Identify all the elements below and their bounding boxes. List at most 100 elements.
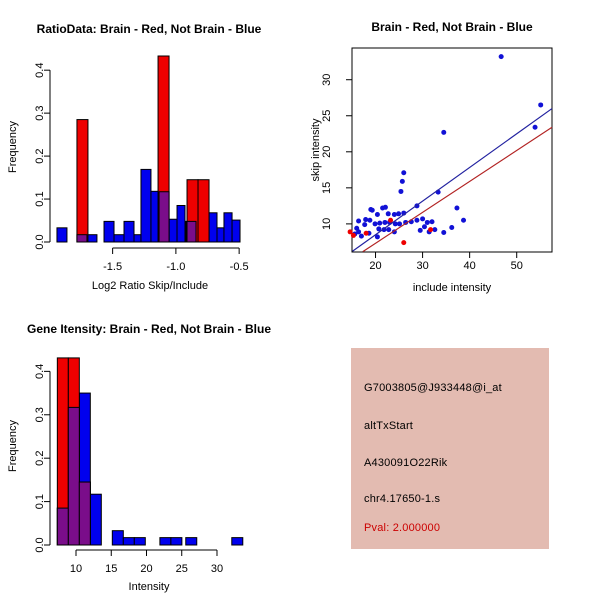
data-point [401,240,407,246]
data-point [347,229,353,235]
data-point [363,217,369,223]
ratio-hist-plot-area: 0.0 0.1 0.2 0.3 0.4 -1.5 -1.0 -0.5 [34,55,249,273]
y-tick-label: 0.0 [34,537,46,552]
histogram-bar [231,219,241,243]
data-point [385,211,391,217]
data-point [380,205,386,211]
x-tick-label: 25 [176,563,188,575]
scatter-panel: Brain - Red, Not Brain - Blue include in… [310,20,553,294]
data-point [429,219,435,225]
data-point [388,217,394,223]
y-tick-label: 0.4 [34,364,46,379]
info-pval: Pval: 2.000000 [364,522,441,534]
data-point [392,221,398,227]
histogram-bar [208,212,218,243]
data-point [386,227,392,233]
y-tick-label: 0.3 [34,105,46,120]
data-point [350,232,356,238]
data-point [498,54,504,60]
info-panel: G7003805@J933448@i_at altTxStart A430091… [351,348,549,549]
histogram-bar [123,220,135,243]
info-gene-symbol: A430091O22Rik [364,457,448,469]
histogram-bar [111,530,124,546]
histogram-bar [89,493,102,546]
histogram-bar [176,204,186,243]
histogram-bar [216,227,225,243]
gene-hist-ylabel: Frequency [7,420,19,472]
not-brain-points [352,54,544,240]
data-point [382,219,388,225]
histogram-bar [159,537,172,546]
data-point [369,207,375,213]
data-point [356,229,362,235]
histogram-bar [56,227,68,243]
gene-hist-plot-area: 0.0 0.1 0.2 0.3 0.4 10 15 20 25 30 [34,357,244,575]
data-point [377,220,383,226]
data-point [398,188,404,194]
data-point [401,170,407,176]
x-tick-label: 40 [464,260,476,272]
x-tick-label: 30 [416,260,428,272]
histogram-bar [170,537,183,546]
histogram-bar [122,537,135,546]
histogram-bar [76,119,89,243]
ratio-histogram-panel: RatioData: Brain - Red, Not Brain - Blue… [7,22,262,292]
data-point [441,230,447,236]
x-tick-label: 20 [369,260,381,272]
histogram-bar [56,507,69,546]
ratio-hist-title: RatioData: Brain - Red, Not Brain - Blue [37,22,262,36]
not-brain-fit-line [352,108,553,252]
data-point [424,219,430,225]
y-tick-label: 15 [321,182,333,194]
info-location: chr4.17650-1.s [364,493,441,505]
data-point [421,224,427,230]
info-event-type: altTxStart [364,420,414,432]
data-point [432,227,438,233]
data-point [358,233,364,239]
scatter-plot-area: 10 15 20 25 30 20 30 40 50 [321,47,553,272]
data-point [356,218,362,224]
x-tick-label: -0.5 [230,261,249,273]
histogram-bar [78,481,91,546]
data-point [461,217,467,223]
overlap-bars [56,406,91,546]
x-tick-label: 10 [70,563,82,575]
gene-hist-title: Gene Itensity: Brain - Red, Not Brain - … [27,322,271,336]
histogram-bar [133,234,142,243]
histogram-bar [158,191,170,243]
data-point [449,224,455,230]
histogram-bar [103,220,115,243]
data-point [374,234,380,240]
x-tick-label: -1.5 [103,261,122,273]
data-point [376,226,382,232]
y-tick-label: 0.4 [34,63,46,78]
brain-points [347,217,434,246]
data-point [372,221,378,227]
y-tick-label: 0.2 [34,148,46,163]
histogram-bar [197,179,210,243]
ratio-hist-ylabel: Frequency [7,121,19,173]
data-point [420,216,426,222]
data-point [428,227,434,233]
histogram-bar [140,168,152,243]
data-point [538,102,544,108]
ratio-hist-xlabel: Log2 Ratio Skip/Include [92,280,208,292]
y-tick-label: 25 [321,110,333,122]
histogram-bar [168,218,178,243]
scatter-title: Brain - Red, Not Brain - Blue [371,20,533,34]
data-point [363,230,369,236]
histogram-bar [76,234,88,243]
plot-box [351,47,553,253]
data-point [397,221,403,227]
y-tick-label: 10 [321,218,333,230]
data-point [367,217,373,223]
data-point [414,217,420,223]
x-tick-label: 50 [511,260,523,272]
brain-bars [76,55,210,243]
x-tick-label: -1.0 [166,261,185,273]
histogram-bar [67,406,80,546]
data-point [417,227,423,233]
histogram-bar [186,220,197,243]
gene-hist-xlabel: Intensity [129,581,170,593]
